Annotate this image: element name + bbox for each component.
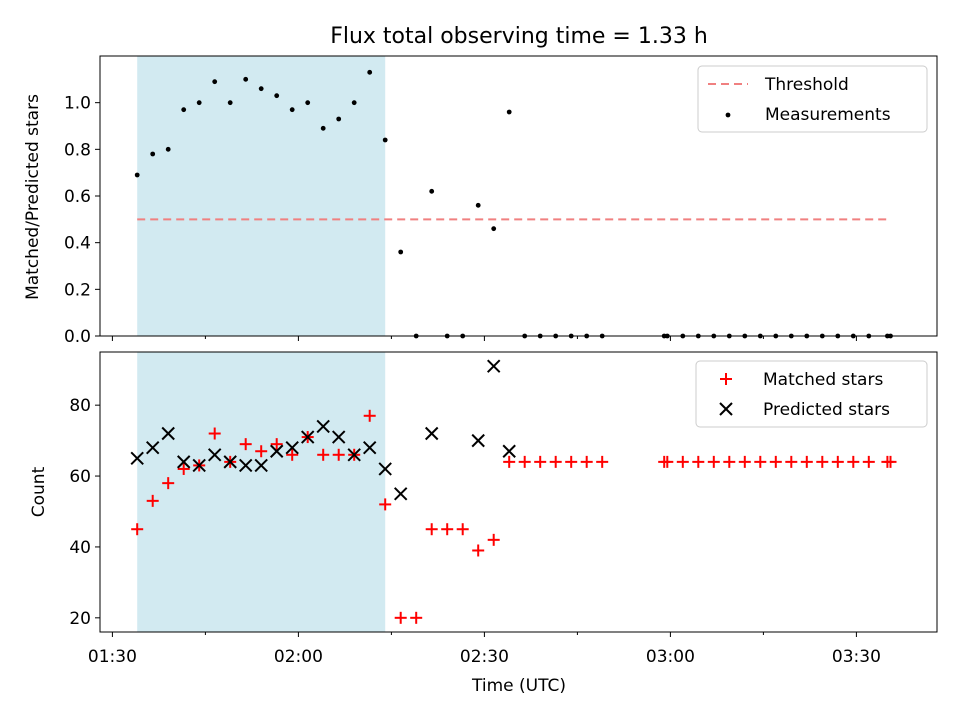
top-y-ticks: 0.0 0.2 0.4 0.6 0.8 1.0 (64, 94, 100, 347)
measurement-point (429, 189, 434, 194)
y-tick-label: 80 (69, 396, 91, 416)
matched-star-point (488, 534, 500, 546)
x-tick-label: 01:30 (88, 647, 137, 667)
measurement-point (507, 110, 512, 115)
matched-star-point (847, 456, 859, 468)
bottom-highlight-span (137, 352, 385, 632)
matched-star-point (863, 456, 875, 468)
matched-star-point (426, 523, 438, 535)
matched-star-point (785, 456, 797, 468)
measurement-point (383, 138, 388, 143)
matched-star-point (410, 612, 422, 624)
matched-star-point (754, 456, 766, 468)
measurement-point (321, 126, 326, 131)
measurement-point (305, 100, 310, 105)
bottom-panel: 20 40 60 80 01:30 02:00 02:30 03:00 03:30 Count… (29, 352, 937, 696)
threshold-legend-label: Threshold (764, 75, 849, 95)
measurement-point (212, 79, 217, 84)
matched-star-point (519, 456, 531, 468)
y-tick-label: 1.0 (64, 94, 91, 114)
matched-star-point (801, 456, 813, 468)
top-legend: Threshold Measurements (698, 66, 927, 132)
x-tick-label: 03:00 (646, 647, 695, 667)
top-panel: 0.0 0.2 0.4 0.6 0.8 1.0 Matched/Predicted sta… (23, 56, 937, 347)
matched-star-point (596, 456, 608, 468)
y-tick-label: 20 (69, 609, 91, 629)
measurement-point (150, 152, 155, 157)
predicted-legend-label: Predicted stars (763, 400, 890, 420)
measurement-point (259, 86, 264, 91)
predicted-star-point (395, 488, 407, 500)
measurement-point (181, 107, 186, 112)
measurement-point (135, 173, 140, 178)
matched-star-point (534, 456, 546, 468)
x-axis-label: Time (UTC) (471, 676, 566, 696)
matched-star-point (723, 456, 735, 468)
measurement-point (352, 100, 357, 105)
bottom-y-axis-label: Count (29, 466, 49, 517)
matched-star-point (395, 612, 407, 624)
matched-star-point (550, 456, 562, 468)
y-tick-label: 0.8 (64, 140, 91, 160)
measurement-point (336, 117, 341, 122)
matched-star-point (441, 523, 453, 535)
predicted-star-point (488, 360, 500, 372)
x-tick-label: 03:30 (832, 647, 881, 667)
matched-star-point (708, 456, 720, 468)
matched-legend-label: Matched stars (763, 370, 883, 390)
predicted-star-point (472, 435, 484, 447)
measurement-point (290, 107, 295, 112)
measurements-legend-label: Measurements (765, 105, 891, 125)
matched-star-point (457, 523, 469, 535)
bottom-x-ticks: 01:30 02:00 02:30 03:00 03:30 (88, 632, 881, 667)
predicted-star-point (503, 445, 515, 457)
matched-star-point (739, 456, 751, 468)
measurement-point (197, 100, 202, 105)
measurement-point (228, 100, 233, 105)
measurement-point (476, 203, 481, 208)
y-tick-label: 60 (69, 467, 91, 487)
top-y-axis-label: Matched/Predicted stars (23, 94, 43, 300)
matched-star-point (816, 456, 828, 468)
measurements-legend-marker (726, 113, 731, 118)
y-tick-label: 0.0 (64, 327, 91, 347)
matched-star-point (832, 456, 844, 468)
matched-star-point (581, 456, 593, 468)
top-highlight-span (137, 56, 385, 336)
y-tick-label: 0.4 (64, 234, 91, 254)
measurement-point (491, 226, 496, 231)
predicted-star-point (426, 428, 438, 440)
measurement-point (367, 70, 372, 75)
measurement-point (398, 250, 403, 255)
y-tick-label: 0.2 (64, 280, 91, 300)
matched-star-point (770, 456, 782, 468)
chart-title: Flux total observing time = 1.33 h (330, 24, 708, 49)
bottom-legend: Matched stars Predicted stars (696, 361, 927, 427)
matched-star-point (677, 456, 689, 468)
matched-star-point (472, 544, 484, 556)
measurement-point (243, 77, 248, 82)
measurement-point (274, 93, 279, 98)
x-tick-label: 02:00 (274, 647, 323, 667)
matched-star-point (692, 456, 704, 468)
matched-star-point (885, 456, 897, 468)
y-tick-label: 40 (69, 538, 91, 558)
bottom-y-ticks: 20 40 60 80 (69, 396, 100, 629)
figure: Flux total observing time = 1.33 h 0.00.… (0, 0, 960, 720)
y-tick-label: 0.6 (64, 187, 91, 207)
measurement-point (166, 147, 171, 152)
matched-star-point (565, 456, 577, 468)
matched-star-point (503, 456, 515, 468)
matched-star-point (661, 456, 673, 468)
x-tick-label: 02:30 (460, 647, 509, 667)
